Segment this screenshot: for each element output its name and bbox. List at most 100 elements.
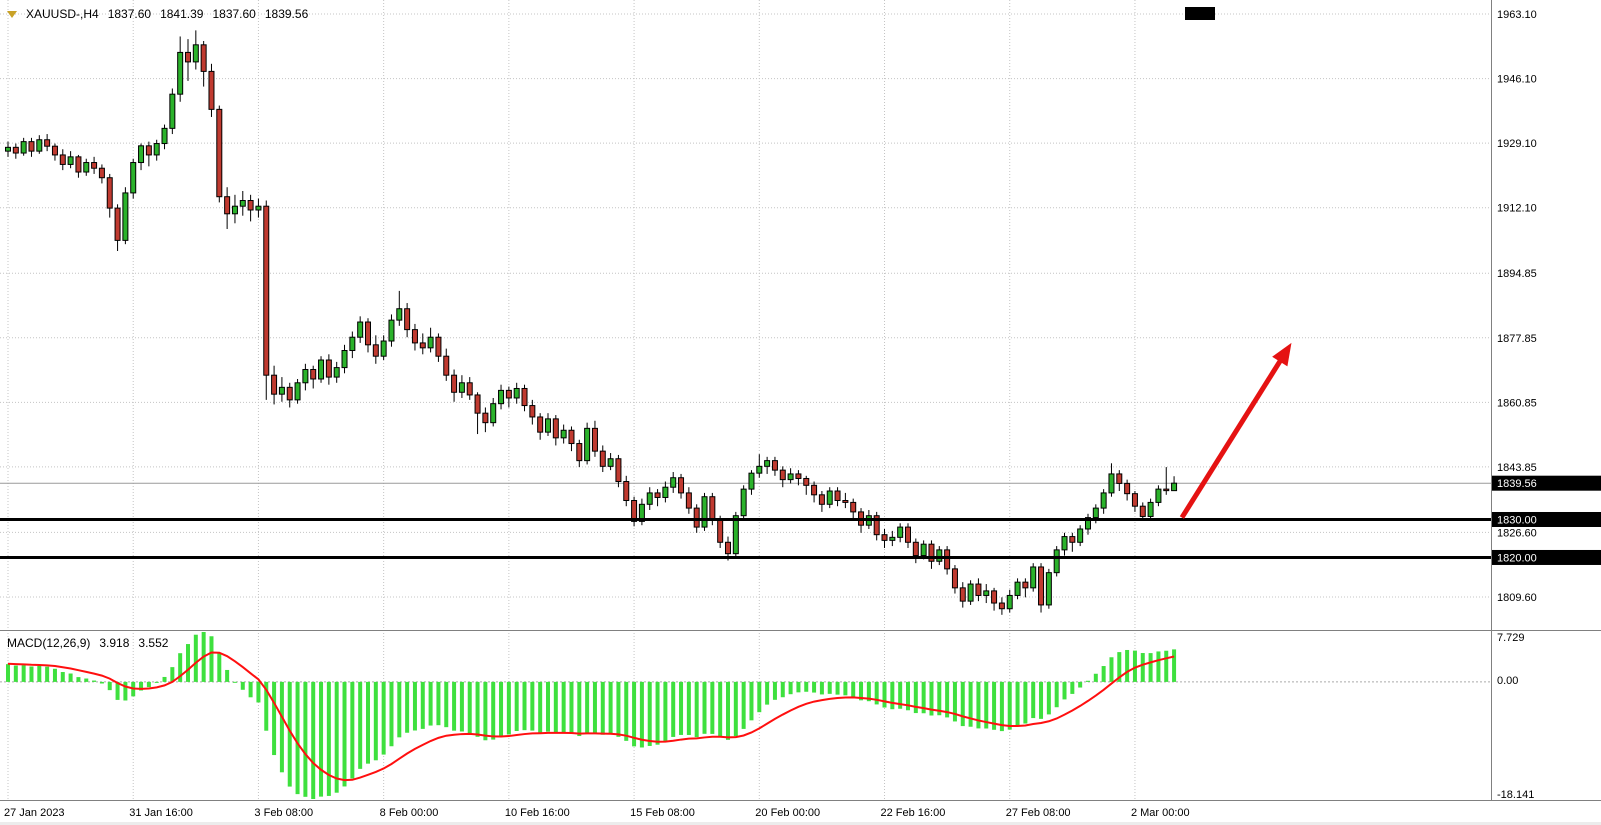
macd-bar [663,681,668,742]
candle [1030,563,1037,592]
macd-bar [874,681,879,705]
macd-bar [139,681,144,691]
macd-bar [350,681,355,779]
macd-bar [1172,649,1177,682]
price-tags: 1830.00 1820.00 1839.56 [1492,475,1601,565]
candle [490,397,497,427]
macd-bar [1117,652,1122,682]
symbol-marker-icon [7,10,17,18]
macd-bar [84,678,89,682]
macd-bar [905,681,910,711]
candle [1171,476,1178,492]
price-axis-label: 1843.85 [1497,462,1537,474]
candle [631,496,638,527]
candle [771,456,778,476]
candle [372,335,379,364]
price-axis-labels: 1963.10 1946.10 1929.10 1912.10 1894.85 1877.… [1497,9,1537,604]
macd-bar [538,681,543,733]
macd-axis-min-label: -18.141 [1497,789,1535,801]
macd-bar [804,681,809,692]
macd-bar [21,665,26,682]
candle [1022,578,1029,598]
macd-bar [295,681,300,795]
candle [764,456,771,474]
macd-bar [107,681,112,691]
macd-bar [1125,649,1130,682]
candle [607,453,614,471]
macd-bar [52,668,57,682]
macd-bar [272,681,277,756]
candle [482,407,489,433]
macd-bar [99,681,104,684]
candle [458,375,465,398]
macd-bar [334,681,339,793]
candle [623,475,630,507]
macd-bar [264,681,269,731]
macd-bar [248,681,253,698]
trend-arrow[interactable] [1179,342,1292,519]
candle [451,369,458,402]
candle [748,470,755,495]
macd-bar [412,681,417,731]
macd-bar [780,681,785,698]
candle [904,523,911,548]
macd-bar [1062,681,1067,700]
candle [1038,563,1045,613]
macd-bar [710,681,715,734]
macd-bar [984,681,989,729]
candle [75,154,82,178]
candle [130,158,137,199]
time-axis-label: 22 Feb 16:00 [881,807,946,819]
candle [842,492,849,509]
macd-bar [1132,650,1137,682]
macd-bar [718,681,723,737]
macd-bar [115,681,120,700]
macd-bar [287,681,292,787]
price-line-tag: 1830.00 [1497,514,1537,526]
candle [310,365,317,389]
macd-bar [1101,666,1106,682]
candle [91,156,98,174]
chart-plot-area[interactable] [0,0,1491,800]
macd-bar [193,634,198,682]
macd-bar [639,681,644,748]
candle [28,137,35,157]
macd-bar [436,681,441,726]
candle [153,139,160,161]
macd-bar [37,665,42,682]
candle [1084,513,1091,535]
macd-bar [772,681,777,700]
macd-signal-line [7,651,1175,782]
candle [779,466,786,488]
candle [161,124,168,150]
macd-bar [577,681,582,737]
candle [145,141,152,167]
macd-bar [843,681,848,696]
macd-bar [569,681,574,734]
macd-bar [757,681,762,713]
macd-bar [741,681,746,729]
macd-bar [217,653,222,682]
candle [826,487,833,509]
macd-bar [420,681,425,729]
macd-bar [326,681,331,796]
candle [106,173,113,218]
macd-axis-zero-label: 0.00 [1497,674,1519,687]
candle [1061,532,1068,556]
macd-bar [1070,681,1075,694]
candle [811,481,818,503]
candle [1045,568,1052,609]
time-axis-label: 8 Feb 00:00 [380,807,439,819]
macd-bar [428,681,433,726]
macd-bar [397,681,402,738]
macd-value: 3.918 [99,636,130,650]
candles-layer [5,30,1178,615]
candle [818,491,825,512]
candle [51,143,58,161]
macd-bar [929,681,934,716]
candle [20,137,27,156]
macd-bar [671,681,676,737]
macd-bar [765,681,770,705]
candle [537,413,544,440]
macd-bar [788,681,793,695]
